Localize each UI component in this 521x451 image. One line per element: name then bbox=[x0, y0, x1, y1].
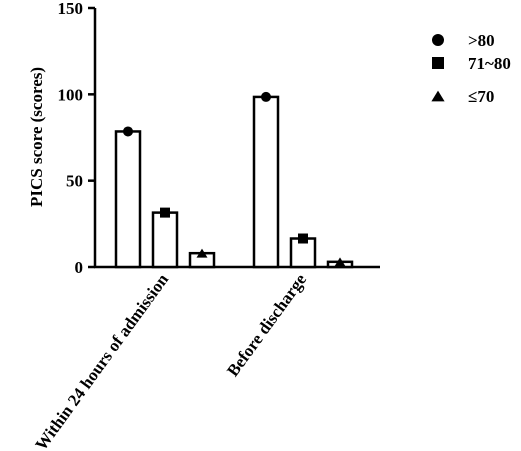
y-tick-label: 150 bbox=[58, 0, 84, 18]
y-axis: 0 50 100 150 bbox=[58, 0, 97, 277]
legend-marker-circle bbox=[432, 34, 444, 46]
y-tick-label: 50 bbox=[66, 172, 83, 191]
markers bbox=[123, 91, 346, 267]
data-point-square bbox=[160, 207, 170, 218]
y-tick-label: 0 bbox=[75, 258, 84, 277]
bar bbox=[252, 95, 280, 269]
legend-marker-triangle bbox=[431, 90, 445, 102]
y-axis-label: PICS score (scores) bbox=[27, 67, 46, 207]
x-tick-label: Before discharge bbox=[223, 270, 310, 380]
y-tick-label: 100 bbox=[58, 85, 84, 104]
bar bbox=[114, 130, 142, 269]
x-tick-label: Within 24 hours of admission bbox=[32, 270, 173, 451]
legend-label: 71~80 bbox=[468, 54, 511, 73]
legend-label: >80 bbox=[468, 31, 495, 50]
bars bbox=[114, 95, 354, 269]
data-point-triangle bbox=[334, 257, 346, 267]
bar bbox=[151, 211, 179, 269]
data-point-circle bbox=[261, 91, 271, 102]
legend-marker-square bbox=[432, 57, 444, 69]
data-point-square bbox=[298, 233, 308, 244]
x-axis: Within 24 hours of admission Before disch… bbox=[32, 265, 380, 451]
data-point-triangle bbox=[196, 248, 208, 258]
legend-label: ≤70 bbox=[468, 87, 494, 106]
legend: >80 71~80 ≤70 bbox=[431, 31, 511, 106]
data-point-circle bbox=[123, 126, 133, 137]
